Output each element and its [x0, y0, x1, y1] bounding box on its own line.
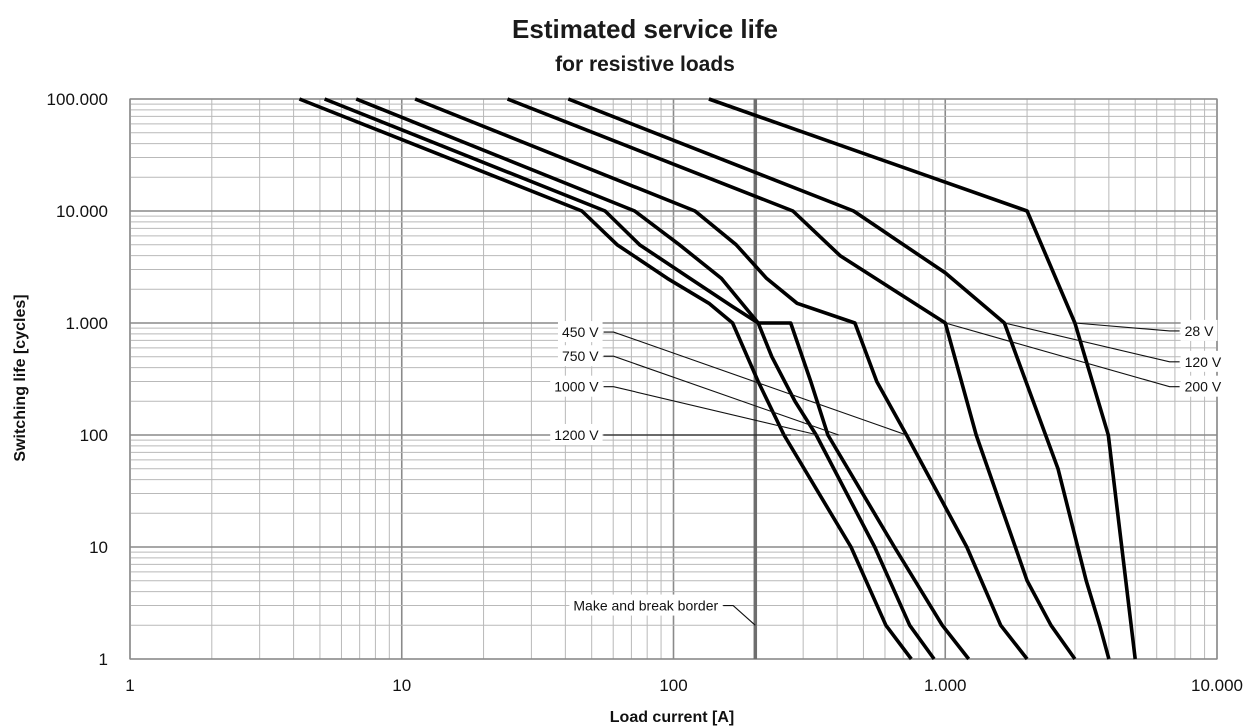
- annotation-label-bg: [1180, 319, 1218, 341]
- y-tick-label: 100.000: [47, 90, 108, 109]
- series-line-1200v: [298, 97, 913, 661]
- y-tick-label: 10.000: [56, 202, 108, 221]
- x-tick-labels: 1 10 100 1.000 10.000: [125, 676, 1243, 695]
- annotation-leader-0: [1074, 322, 1180, 332]
- annotation-leader-4: [603, 355, 839, 436]
- annotation-label-bg: [557, 345, 603, 367]
- series-line-28v: [708, 97, 1137, 660]
- y-tick-label: 100: [80, 426, 108, 445]
- annotation-label-7: Make and break border: [573, 598, 718, 614]
- x-tick-label: 1.000: [924, 676, 967, 695]
- annotation-label-bg: [550, 424, 603, 445]
- annotation-label-5: 1000 V: [554, 379, 599, 395]
- annotation-labels: 28 V 120 V 200 V 450 V 750 V 1000 V 1200 V Make…: [550, 319, 1226, 616]
- annotation-leader-2: [945, 322, 1180, 388]
- annotation-label-6: 1200 V: [554, 427, 599, 443]
- annotation-leader-5: [603, 386, 819, 436]
- x-tick-label: 10.000: [1191, 676, 1243, 695]
- annotation-label-4: 750 V: [562, 348, 599, 364]
- series-line-200v: [506, 97, 1077, 661]
- annotation-label-3: 450 V: [562, 324, 599, 340]
- annotation-label-bg: [1180, 375, 1226, 397]
- annotation-label-bg: [550, 375, 603, 397]
- chart-title: Estimated service life: [512, 14, 778, 44]
- annotation-label-bg: [557, 321, 603, 343]
- series-line-750v: [355, 97, 971, 661]
- grid: [129, 98, 1218, 660]
- x-tick-label: 10: [392, 676, 411, 695]
- x-axis-label: Load current [A]: [610, 709, 734, 726]
- annotation-label-1: 120 V: [1185, 354, 1222, 370]
- series-lines: [298, 97, 1137, 661]
- series-line-1000v: [323, 97, 936, 661]
- annotation-label-0: 28 V: [1185, 323, 1214, 339]
- series-line-120v: [567, 97, 1111, 660]
- y-tick-label: 1: [99, 650, 108, 669]
- annotation-leaders: [603, 322, 1180, 626]
- annotation-label-2: 200 V: [1185, 379, 1222, 395]
- annotation-leader-1: [1004, 322, 1180, 363]
- y-tick-labels: 1 10 100 1.000 10.000 100.000: [47, 90, 108, 669]
- x-tick-label: 100: [659, 676, 687, 695]
- y-tick-label: 1.000: [65, 314, 108, 333]
- annotation-label-bg: [569, 594, 723, 616]
- series-line-450v: [414, 97, 1029, 661]
- annotation-leader-7: [723, 605, 756, 626]
- annotation-leader-3: [603, 331, 907, 436]
- chart-subtitle: for resistive loads: [555, 53, 735, 76]
- x-tick-label: 1: [125, 676, 134, 695]
- y-axis-label: Switching life [cycles]: [12, 294, 29, 461]
- y-tick-label: 10: [89, 538, 108, 557]
- annotation-label-bg: [1180, 350, 1226, 372]
